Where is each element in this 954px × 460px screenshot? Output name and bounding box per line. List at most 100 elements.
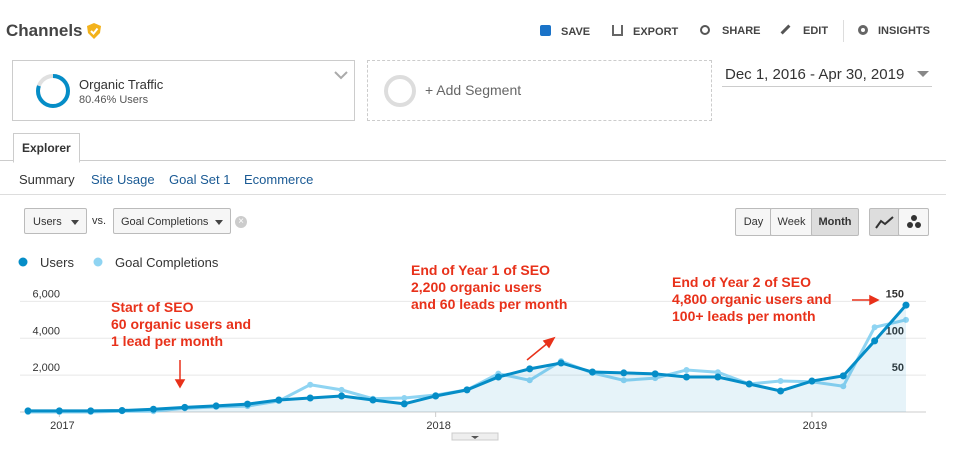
data-point xyxy=(714,369,721,376)
insights-button[interactable]: INSIGHTS xyxy=(858,25,930,37)
data-point xyxy=(432,392,440,400)
annotation: 1 lead per month xyxy=(111,333,223,349)
area xyxy=(28,305,906,412)
data-point xyxy=(369,396,377,404)
data-point xyxy=(871,324,878,331)
data-point xyxy=(745,380,753,388)
granularity-button[interactable]: Day xyxy=(735,208,772,236)
x-tick-label: 2017 xyxy=(50,420,74,432)
legend-label: Goal Completions xyxy=(115,255,219,270)
motion-chart-toggle[interactable] xyxy=(898,208,929,236)
metric-dropdown[interactable]: Goal Completions xyxy=(113,208,231,234)
subtab[interactable]: Summary xyxy=(19,172,75,187)
page-title: Channels xyxy=(6,21,83,40)
label: INSIGHTS xyxy=(878,25,930,37)
save-button[interactable]: SAVE xyxy=(540,25,590,38)
data-point xyxy=(840,383,847,390)
tab[interactable]: Explorer xyxy=(13,133,80,163)
data-point xyxy=(87,407,95,415)
label: Users xyxy=(33,216,62,228)
data-point xyxy=(24,407,32,415)
granularity-button[interactable]: Week xyxy=(770,208,813,236)
segment-name: Organic Traffic xyxy=(79,77,164,92)
share-button[interactable]: SHARE xyxy=(700,25,761,37)
data-point xyxy=(620,369,628,377)
label: Goal Completions xyxy=(121,216,209,228)
tab-rule xyxy=(0,160,946,161)
add-segment-label: + Add Segment xyxy=(425,82,522,98)
line-chart-toggle[interactable] xyxy=(869,208,900,236)
data-point xyxy=(400,400,408,408)
data-point xyxy=(212,402,220,410)
data-point xyxy=(149,405,157,413)
y2-tick-label: 100 xyxy=(886,325,904,337)
segment-detail: 80.46% Users xyxy=(79,94,149,106)
subtab[interactable]: Ecommerce xyxy=(244,172,314,187)
data-point xyxy=(557,359,565,367)
data-point xyxy=(244,400,251,408)
chevron xyxy=(334,71,348,80)
data-point xyxy=(588,368,596,376)
subtab[interactable]: Goal Set 1 xyxy=(169,172,231,187)
annotation: 60 organic users and xyxy=(111,316,251,332)
subtab[interactable]: Site Usage xyxy=(91,172,155,187)
data-point xyxy=(181,403,189,411)
add-segment[interactable] xyxy=(367,60,712,121)
data-point xyxy=(338,392,346,400)
x-tick-label: 2018 xyxy=(426,420,450,432)
label: SHARE xyxy=(722,25,761,37)
segment-card[interactable] xyxy=(12,60,355,121)
annotation: 2,200 organic users xyxy=(411,279,542,295)
data-point xyxy=(338,386,345,393)
data-point xyxy=(839,372,847,380)
date-caret xyxy=(917,71,929,77)
data-point xyxy=(714,373,722,381)
annotation: and 60 leads per month xyxy=(411,296,567,312)
data-point xyxy=(526,377,533,384)
granularity-button[interactable]: Month xyxy=(811,208,859,236)
annotation: 4,800 organic users and xyxy=(672,291,832,307)
y-tick-label: 4,000 xyxy=(32,325,60,337)
y-tick-label: 6,000 xyxy=(32,288,60,300)
annotation: End of Year 2 of SEO xyxy=(672,274,811,290)
data-point xyxy=(55,407,63,415)
data-point xyxy=(620,377,627,384)
y-tick-label: 2,000 xyxy=(32,362,60,374)
data-point xyxy=(903,316,909,323)
data-point xyxy=(683,373,690,381)
data-point xyxy=(306,394,314,402)
date-underline xyxy=(722,86,932,87)
annotation-arrows xyxy=(174,294,880,389)
data-point xyxy=(307,381,314,388)
annotation: Start of SEO xyxy=(111,299,194,315)
subtab-rule xyxy=(0,194,946,195)
data-point xyxy=(808,377,816,385)
label: SAVE xyxy=(561,26,591,38)
data-point xyxy=(401,394,408,401)
data-point xyxy=(494,373,502,381)
legend-swatch xyxy=(93,257,103,267)
vs-label: vs. xyxy=(92,215,107,227)
date-range[interactable]: Dec 1, 2016 - Apr 30, 2019 xyxy=(725,66,905,83)
data-point xyxy=(118,407,126,415)
annotation: 100+ leads per month xyxy=(672,308,816,324)
data-point xyxy=(871,337,879,345)
data-point xyxy=(275,396,283,404)
segment-ring xyxy=(36,74,70,108)
y2-tick-label: 50 xyxy=(892,362,904,374)
data-point xyxy=(902,301,910,309)
data-point xyxy=(463,386,471,394)
clear-button[interactable]: × xyxy=(235,216,247,228)
metric-dropdown[interactable]: Users xyxy=(24,208,87,234)
label: EDIT xyxy=(803,25,829,37)
verified-badge xyxy=(87,23,101,39)
y2-tick-label: 150 xyxy=(886,288,904,300)
data-point xyxy=(683,366,690,373)
export-button[interactable]: EXPORT xyxy=(612,25,678,38)
chart: 2,000 4,000 6,000 50 100 150 2017 2018 2019 Users… xyxy=(18,255,926,441)
x-tick-label: 2019 xyxy=(803,420,827,432)
edit-button[interactable]: EDIT xyxy=(780,24,829,37)
legend-label: Users xyxy=(40,255,74,270)
data-point xyxy=(777,378,784,385)
